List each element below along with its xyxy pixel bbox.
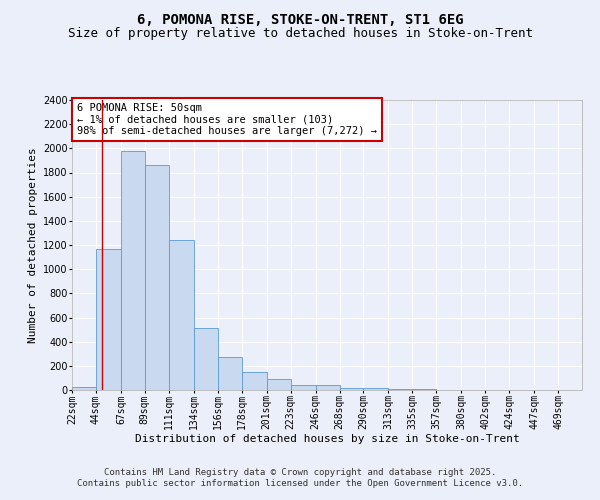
Bar: [121, 152, 145, 390]
Text: 6, POMONA RISE, STOKE-ON-TRENT, ST1 6EG: 6, POMONA RISE, STOKE-ON-TRENT, ST1 6EG: [137, 12, 463, 26]
Bar: [96, 248, 121, 390]
Bar: [169, 240, 194, 390]
Y-axis label: Number of detached properties: Number of detached properties: [28, 147, 38, 343]
Bar: [242, 372, 266, 390]
Text: 6 POMONA RISE: 50sqm
← 1% of detached houses are smaller (103)
98% of semi-detac: 6 POMONA RISE: 50sqm ← 1% of detached ho…: [77, 103, 377, 136]
Bar: [340, 388, 364, 390]
Text: Contains HM Land Registry data © Crown copyright and database right 2025.
Contai: Contains HM Land Registry data © Crown c…: [77, 468, 523, 487]
Bar: [218, 357, 242, 390]
Bar: [290, 384, 316, 390]
Bar: [316, 385, 340, 390]
Bar: [145, 165, 169, 390]
Bar: [364, 388, 388, 390]
Bar: [266, 379, 290, 390]
Bar: [388, 389, 412, 390]
X-axis label: Distribution of detached houses by size in Stoke-on-Trent: Distribution of detached houses by size …: [134, 434, 520, 444]
Bar: [194, 328, 218, 390]
Bar: [72, 387, 96, 390]
Text: Size of property relative to detached houses in Stoke-on-Trent: Size of property relative to detached ho…: [67, 28, 533, 40]
